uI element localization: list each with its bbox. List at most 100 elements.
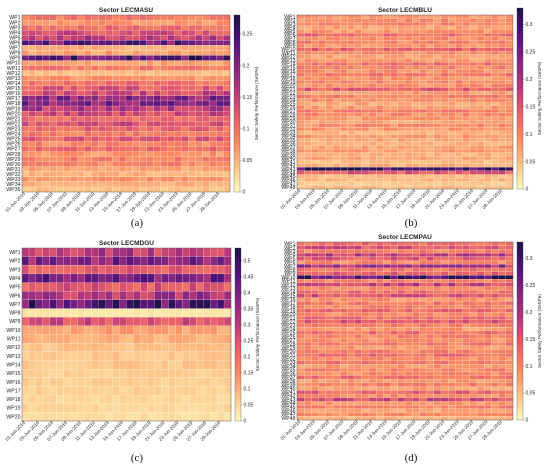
heatmap-cell (70, 291, 78, 301)
heatmap-cell (462, 327, 470, 332)
heatmap-cell (340, 134, 348, 139)
row-label: WP7 (284, 264, 295, 270)
heatmap-cell (491, 138, 499, 143)
heatmap-cell (77, 19, 85, 26)
heatmap-cell (196, 317, 204, 326)
heatmap-cell (70, 110, 78, 117)
heatmap-cell (347, 83, 355, 88)
heatmap-cell (390, 275, 398, 280)
heatmap-cell (476, 163, 485, 168)
heatmap-cell (42, 141, 50, 147)
heatmap-cell (469, 342, 478, 346)
heatmap-cell (318, 353, 326, 358)
heatmap-cell (455, 156, 463, 161)
heatmap-cell (63, 70, 71, 76)
heatmap-cell (404, 323, 413, 328)
heatmap-cell (412, 127, 420, 132)
row-label: WP17 (281, 301, 295, 307)
heatmap-cell (505, 40, 514, 45)
heatmap-cell (174, 110, 182, 117)
row-label: WP27 (281, 338, 295, 344)
heatmap-cell (368, 22, 377, 27)
heatmap-cell (383, 349, 391, 354)
heatmap-cell (462, 123, 470, 128)
heatmap-cell (404, 43, 413, 48)
heatmap-cell (498, 40, 506, 45)
heatmap-cell (505, 87, 514, 92)
heatmap-cell (390, 323, 398, 328)
heatmap-cell (119, 265, 127, 275)
colorbar (233, 14, 241, 193)
heatmap-cell (196, 334, 204, 344)
heatmap-cell (311, 301, 319, 306)
heatmap-cell (491, 62, 499, 66)
heatmap-cell (318, 371, 326, 376)
heatmap-cell (433, 390, 442, 395)
heatmap-cell (376, 29, 384, 34)
heatmap-cell (296, 29, 305, 34)
heatmap-cell (139, 75, 147, 81)
heatmap-cell (368, 241, 377, 246)
heatmap-cell (491, 286, 499, 291)
heatmap-cell (56, 394, 64, 404)
heatmap-cell (210, 369, 218, 378)
heatmap-cell (390, 105, 398, 110)
heatmap-cell (311, 405, 319, 410)
heatmap-cell (376, 58, 384, 63)
heatmap-cell (340, 167, 348, 172)
row-label: WP34 (281, 364, 295, 370)
heatmap-cell (368, 401, 377, 406)
heatmap-cell (105, 50, 113, 56)
heatmap-cell (455, 245, 463, 250)
heatmap-cell (419, 323, 427, 328)
heatmap-cell (476, 260, 485, 265)
heatmap-cell (304, 181, 312, 186)
heatmap-cell (484, 43, 492, 48)
heatmap-cell (21, 386, 30, 396)
heatmap-cell (484, 360, 492, 365)
heatmap-cell (448, 367, 456, 372)
heatmap-cell (361, 43, 370, 48)
heatmap-cell (118, 176, 127, 183)
heatmap-cell (21, 141, 30, 147)
heatmap-cell (419, 367, 427, 372)
heatmap-cell (505, 76, 514, 81)
heatmap-cell (105, 55, 113, 61)
heatmap-cell (412, 40, 420, 45)
heatmap-cell (160, 14, 168, 21)
heatmap-cell (448, 241, 456, 246)
heatmap-cell (484, 163, 492, 168)
heatmap-cell (354, 397, 362, 402)
heatmap-cell (476, 386, 485, 391)
heatmap-cell (354, 401, 362, 406)
panel-title: Sector LECMBLU (378, 7, 432, 14)
heatmap-cell (304, 364, 312, 369)
heatmap-cell (476, 249, 485, 254)
colorbar (516, 241, 524, 421)
heatmap-cell (404, 22, 413, 27)
heatmap-cell (433, 25, 442, 30)
heatmap-cell (296, 156, 305, 161)
heatmap-cell (433, 116, 442, 121)
heatmap-cell (383, 390, 391, 395)
heatmap-cell (318, 278, 326, 283)
heatmap-cell (146, 85, 154, 92)
heatmap-cell (433, 14, 442, 19)
heatmap-cell (440, 349, 449, 354)
row-label: WP24 (6, 132, 20, 138)
heatmap-cell (476, 342, 485, 346)
heatmap-cell (419, 286, 427, 291)
heatmap-cell (56, 256, 64, 266)
heatmap-cell (505, 278, 514, 283)
heatmap-cell (216, 121, 224, 127)
heatmap-cell (98, 291, 106, 301)
heatmap-cell (139, 95, 147, 102)
heatmap-cell (63, 265, 71, 275)
heatmap-cell (311, 308, 319, 313)
heatmap-cell (505, 134, 514, 139)
row-label: WP7 (284, 36, 295, 42)
heatmap-cell (118, 100, 127, 107)
heatmap-cell (118, 90, 127, 97)
heatmap-cell (491, 54, 499, 59)
heatmap-cell (296, 18, 305, 23)
